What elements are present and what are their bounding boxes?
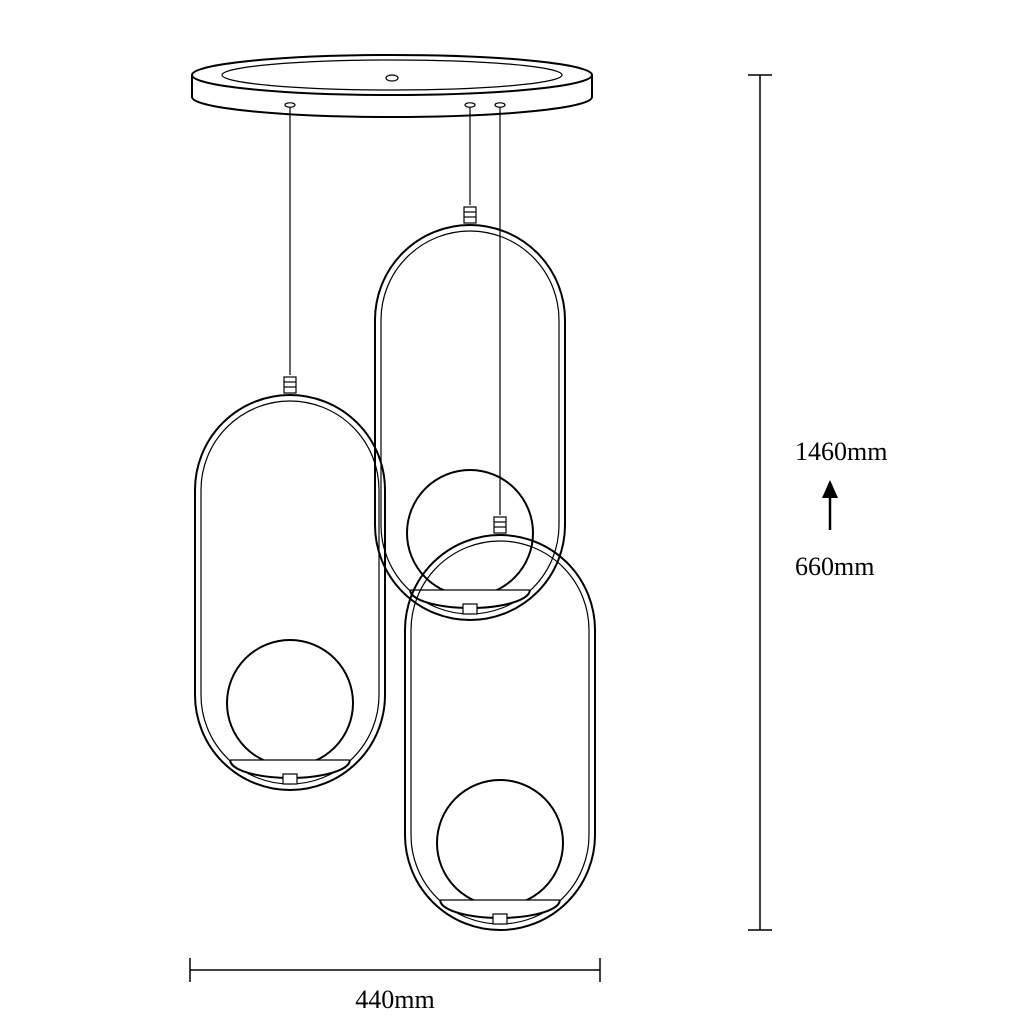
pendant-1: [195, 103, 385, 790]
pendant-ferrule: [284, 377, 296, 393]
pendant-globe: [437, 780, 563, 906]
pendant-globe: [227, 640, 353, 766]
technical-drawing: 440mm 1460mm 660mm: [0, 0, 1024, 1024]
dim-label-height-max: 1460mm: [795, 437, 887, 466]
pendant-stem: [463, 604, 477, 614]
pendant-ferrule: [494, 517, 506, 533]
pendant-globe: [407, 470, 533, 596]
dim-label-height-min: 660mm: [795, 552, 874, 581]
pendant-stem: [283, 774, 297, 784]
pendant-stem: [493, 914, 507, 924]
canopy-bottom: [192, 97, 592, 117]
pendant-ferrule: [464, 207, 476, 223]
height-arrow-head: [822, 480, 838, 498]
dim-label-width: 440mm: [355, 985, 434, 1014]
